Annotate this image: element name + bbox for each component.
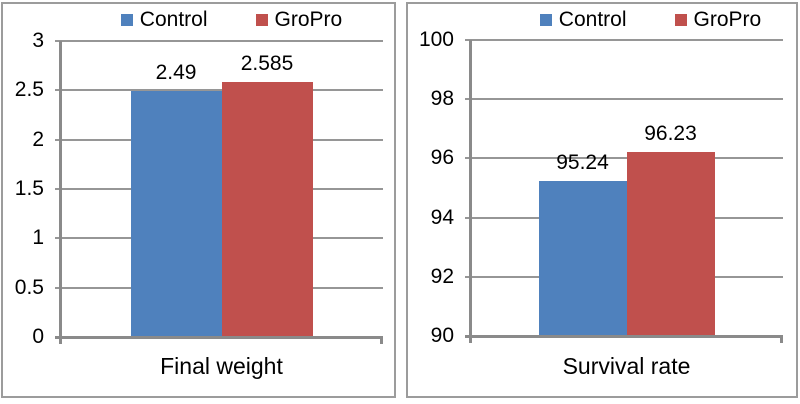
bar-group: 2.49 2.585 [60,41,383,337]
x-axis-line [465,335,783,338]
data-label-control: 2.49 [155,61,197,85]
legend: Control GroPro [70,7,393,33]
gridline [465,98,783,101]
y-tick-label: 2.5 [14,78,44,102]
y-tick-label: 94 [430,205,454,229]
data-label-gropro: 96.23 [644,121,697,145]
legend-item-control: Control [539,8,627,32]
x-axis-end-tick [780,336,783,343]
plot-area: 2.49 2.585 [55,40,383,344]
control-swatch-icon [539,14,552,26]
gridline [55,89,383,92]
y-tick-label: 98 [430,87,454,111]
y-tick-label: 2 [32,127,44,151]
y-tick-label: 1.5 [14,177,44,200]
x-axis-line [55,336,383,339]
y-tick-label: 3 [32,29,44,52]
y-tick-label: 92 [430,264,454,288]
legend-label-gropro: GroPro [693,8,762,31]
x-axis-title: Final weight [160,353,283,379]
y-tick-label: 0 [32,325,44,348]
y-axis-line [59,41,62,344]
gropro-swatch-icon [674,14,687,26]
plot-area: 95.24 96.23 [465,39,783,343]
y-tick-label: 96 [430,146,454,170]
legend-item-gropro: GroPro [255,8,343,32]
final-weight-chart-panel: Control GroPro 2.49 2.585 Final weight 0 0.… [1,2,396,398]
y-tick-label: 100 [418,28,454,51]
legend: Control GroPro [494,7,800,33]
y-axis-line [469,40,472,343]
data-label-gropro: 2.585 [240,51,294,75]
x-axis-end-tick [380,337,383,344]
bar-gropro: 2.585 [221,52,313,337]
legend-label-control: Control [558,8,627,31]
bar-control: 2.49 [130,61,222,337]
bar-control: 95.24 [538,151,627,336]
legend-item-gropro: GroPro [674,8,762,32]
gridline [55,40,383,42]
y-tick-label: 0.5 [14,275,44,299]
x-axis-title: Survival rate [562,353,691,379]
y-tick-label: 90 [430,324,454,347]
survival-rate-chart-panel: Control GroPro 95.24 96.23 Survival rate 9… [406,2,798,398]
y-tick-label: 1 [32,226,44,250]
legend-label-gropro: GroPro [274,8,343,31]
bar-gropro: 96.23 [626,122,715,336]
gridline [465,157,783,160]
legend-label-control: Control [139,8,208,31]
bar-group: 95.24 96.23 [470,40,783,336]
control-swatch-icon [120,14,133,26]
legend-item-control: Control [120,8,208,32]
gridline [465,39,783,41]
gropro-swatch-icon [255,14,268,26]
data-label-control: 95.24 [556,150,609,174]
